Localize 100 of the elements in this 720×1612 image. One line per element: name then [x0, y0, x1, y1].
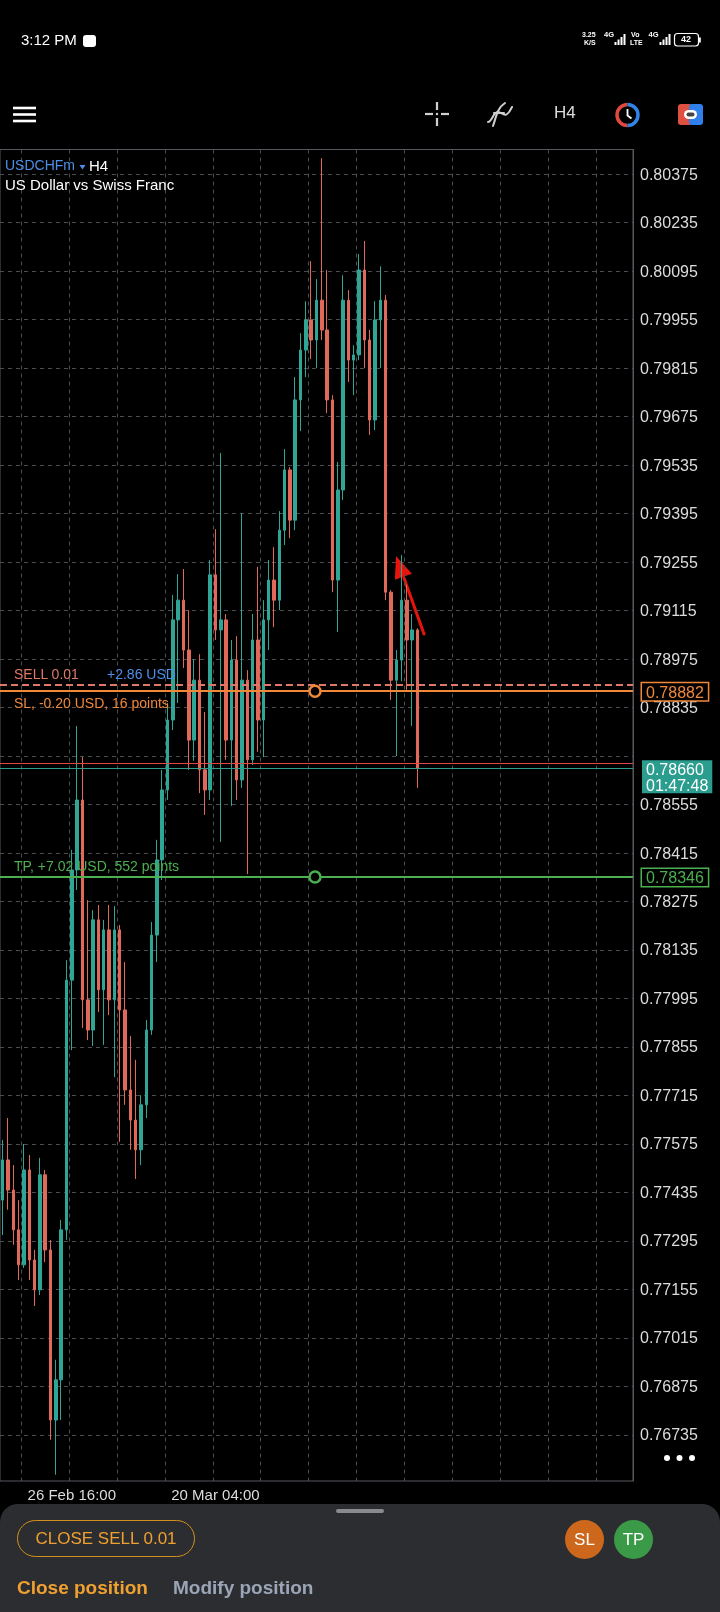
candlestick: [187, 609, 191, 771]
y-tick-label: 0.78135: [640, 941, 698, 959]
candlestick: [246, 669, 249, 875]
y-tick-label: 0.77995: [640, 989, 698, 1007]
y-tick-label: 0.77015: [640, 1329, 698, 1347]
candlestick: [17, 1199, 20, 1281]
candlestick: [224, 613, 228, 761]
candlestick: [278, 510, 281, 611]
candlestick: [395, 649, 398, 757]
candlestick: [235, 635, 238, 801]
candlestick: [293, 376, 297, 531]
candlestick: [86, 899, 90, 1041]
candlestick: [118, 924, 121, 1143]
candlestick: [214, 528, 217, 641]
candlestick: [352, 344, 355, 396]
candlestick: [1, 1139, 4, 1236]
candlestick: [368, 329, 371, 436]
candlestick: [256, 566, 260, 753]
candlestick: [22, 1143, 26, 1269]
candlestick: [33, 1249, 36, 1307]
y-tick-label: 0.79815: [640, 359, 698, 377]
text: Modify position: [173, 1577, 314, 1598]
candlestick: [405, 584, 409, 691]
y-tick-label: 0.79955: [640, 311, 698, 329]
candlestick: [410, 613, 414, 727]
candlestick: [400, 554, 403, 682]
candlestick: [203, 711, 207, 816]
y-tick-label: 0.78275: [640, 893, 698, 910]
candlestick: [12, 1164, 15, 1246]
y-tick-label: 0.77575: [640, 1135, 698, 1153]
candlestick: [65, 959, 68, 1241]
y-tick-label: 0.79535: [640, 456, 698, 474]
candlestick: [389, 589, 393, 701]
candlestick: [251, 613, 254, 766]
candlestick: [150, 921, 153, 1036]
y-tick-label: 0.79115: [640, 602, 697, 620]
candlestick: [43, 1169, 47, 1263]
y-tick-label: 0.80375: [640, 165, 698, 183]
candlestick: [38, 1157, 42, 1296]
candlestick: [182, 568, 185, 669]
y-tick-label: 0.78555: [640, 796, 698, 814]
candlestick: [267, 559, 270, 651]
annotation: H4: [89, 157, 109, 174]
text: 42: [681, 34, 692, 44]
candlestick: [107, 904, 111, 1016]
candlestick: [315, 278, 318, 369]
candlestick: [272, 546, 276, 628]
candlestick: [28, 1154, 31, 1281]
candlestick: [49, 1239, 52, 1441]
ref-line-label: SELL 0.01: [14, 665, 80, 682]
candlestick: [347, 289, 350, 383]
ref-line-label: SL, -0.20 USD, 16 points: [14, 695, 169, 712]
candlestick: [384, 294, 387, 601]
candlestick: [262, 599, 265, 758]
y-tick-label: 0.79255: [640, 553, 698, 571]
text: USDCHFm: [5, 157, 75, 173]
candlestick: [309, 260, 313, 360]
y-tick-label: 0.76735: [640, 1426, 698, 1444]
y-tick-label: 0.79675: [640, 408, 698, 426]
y-tick-label: 0.77715: [640, 1086, 698, 1104]
candlestick: [134, 1059, 137, 1180]
y-tick-label: 0.77855: [640, 1038, 698, 1056]
y-tick-label: 0.78975: [640, 650, 698, 668]
candlestick: [198, 653, 201, 794]
candlestick: [123, 961, 127, 1106]
x-tick-label: 26 Feb 16:00: [27, 1486, 117, 1503]
candlestick: [97, 904, 100, 1013]
candlestick: [379, 265, 382, 369]
y-tick-label: 0.77435: [640, 1183, 698, 1201]
y-tick-label: 0.78415: [640, 844, 698, 862]
text: 01:47:48: [646, 776, 709, 794]
text: 3:12 PM: [21, 30, 77, 48]
text: H4: [554, 103, 576, 122]
candlestick: [304, 300, 308, 378]
candlestick: [102, 919, 105, 1046]
candlestick: [363, 240, 366, 369]
candlestick: [357, 253, 361, 361]
text: US Dollar vs Swiss Franc: [5, 176, 175, 193]
candlestick: [145, 1019, 148, 1119]
candlestick: [373, 300, 377, 431]
candlestick: [192, 658, 196, 762]
candlestick: [331, 394, 334, 593]
y-tick-label: 0.78835: [640, 699, 698, 717]
candlestick: [416, 627, 419, 789]
candlestick: [139, 1094, 143, 1166]
candlestick: [288, 466, 292, 539]
y-tick-label: 0.77155: [640, 1280, 698, 1298]
y-tick-label: 0.77295: [640, 1232, 698, 1250]
text: 0.78660: [646, 760, 704, 778]
x-tick-label: 20 Mar 04:00: [171, 1486, 260, 1503]
text: 0.78882: [646, 683, 704, 701]
candlestick: [113, 905, 116, 1078]
y-tick-label: 0.79395: [640, 505, 698, 523]
y-tick-label: 0.76875: [640, 1377, 698, 1395]
candlestick: [283, 448, 286, 546]
text: 0.78346: [646, 869, 704, 887]
text: Close position: [17, 1577, 148, 1598]
candlestick: [129, 1035, 132, 1151]
y-tick-label: 0.80095: [640, 262, 698, 280]
candlestick: [91, 909, 95, 1047]
